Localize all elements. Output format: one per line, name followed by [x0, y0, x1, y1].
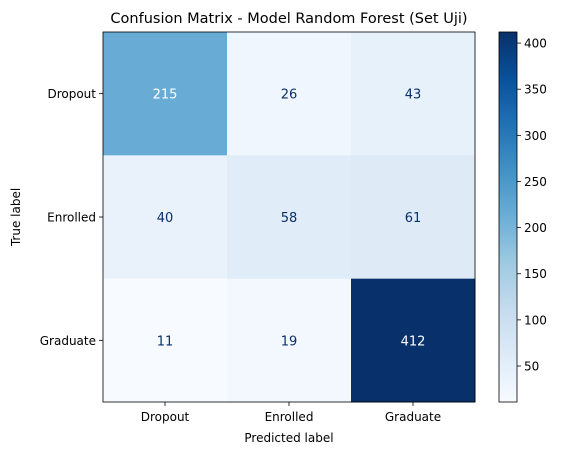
cell-value-label: 40 — [157, 211, 174, 226]
colorbar-ticks: 50 100 150 200 250 300 350 400 — [517, 37, 547, 374]
heatmap-cell — [103, 155, 228, 280]
cell-value-label: 58 — [281, 211, 298, 226]
colorbar-tick-label: 50 — [524, 360, 539, 374]
y-tick-label: Graduate — [40, 334, 96, 348]
colorbar-gradient — [498, 31, 518, 403]
heatmap-cell — [227, 278, 352, 403]
cell-value-label: 412 — [401, 334, 426, 349]
x-axis-label: Predicted label — [244, 431, 333, 445]
heatmap-cell — [351, 155, 476, 280]
heatmap-cell — [351, 278, 476, 403]
y-axis: Dropout Enrolled Graduate — [40, 87, 103, 348]
x-tick-label: Dropout — [141, 410, 190, 424]
y-tick-label: Dropout — [47, 87, 96, 101]
heatmap-cell — [227, 32, 352, 156]
x-tick-label: Graduate — [385, 410, 441, 424]
y-tick-label: Enrolled — [47, 211, 96, 225]
heatmap-cell — [227, 155, 352, 280]
cell-value-label: 26 — [281, 88, 298, 103]
colorbar-tick-label: 300 — [524, 129, 547, 143]
colorbar-tick-label: 350 — [524, 83, 547, 97]
heatmap-cells: 215 26 43 40 58 61 11 19 412 — [103, 32, 476, 403]
colorbar-tick-label: 150 — [524, 267, 547, 281]
colorbar-tick-label: 100 — [524, 313, 547, 327]
cell-value-label: 61 — [405, 211, 422, 226]
x-tick-label: Enrolled — [265, 410, 314, 424]
cell-value-label: 19 — [281, 334, 298, 349]
colorbar-tick-label: 250 — [524, 175, 547, 189]
cell-value-label: 11 — [157, 334, 174, 349]
colorbar-tick-label: 200 — [524, 221, 547, 235]
heatmap-cell — [103, 32, 228, 156]
colorbar-tick-label: 400 — [524, 37, 547, 51]
x-axis: Dropout Enrolled Graduate — [141, 402, 441, 424]
y-axis-label: True label — [9, 188, 23, 247]
colorbar: 50 100 150 200 250 300 350 400 — [498, 31, 547, 403]
heatmap-cell — [351, 32, 476, 156]
chart-title: Confusion Matrix - Model Random Forest (… — [110, 11, 467, 27]
cell-value-label: 215 — [153, 88, 178, 103]
heatmap-cell — [103, 278, 228, 403]
cell-value-label: 43 — [405, 88, 422, 103]
